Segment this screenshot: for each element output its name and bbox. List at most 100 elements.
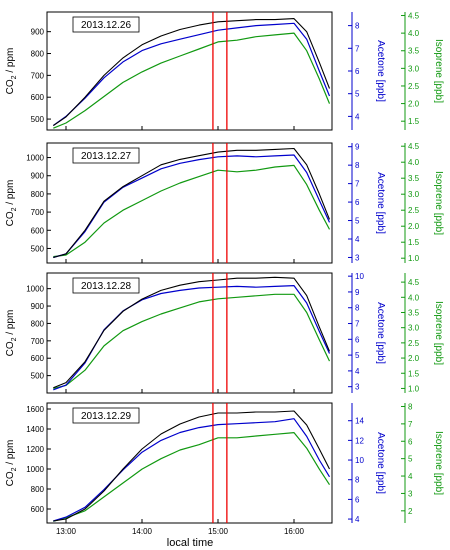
co2-tick-label: 1000 (26, 285, 44, 294)
isoprene-tick-label: 3.0 (408, 190, 420, 199)
isoprene-tick-label: 4.5 (408, 278, 420, 287)
acetone-tick-label: 6 (355, 495, 360, 504)
date-label: 2013.12.26 (81, 20, 131, 31)
date-label: 2013.12.29 (81, 411, 131, 422)
co2-tick-label: 600 (31, 226, 45, 235)
acetone-series-line (53, 154, 331, 259)
acetone-series-line (53, 285, 331, 391)
isoprene-tick-label: 1.5 (408, 117, 420, 126)
plot-frame (46, 142, 333, 264)
isoprene-tick-label: 3 (408, 489, 413, 498)
isoprene-axis-label: Isoprene [ppb] (433, 171, 444, 235)
co2-axis-label: CO2 / ppm (5, 310, 18, 357)
co2-tick-label: 1200 (26, 445, 44, 454)
co2-tick-label: 900 (31, 302, 45, 311)
isoprene-axis-label: Isoprene [ppb] (433, 301, 444, 365)
date-label: 2013.12.28 (81, 281, 131, 292)
isoprene-tick-label: 2.0 (408, 100, 420, 109)
isoprene-tick-label: 3.5 (408, 174, 420, 183)
co2-series-line (53, 276, 331, 389)
isoprene-series-line (53, 293, 331, 389)
isoprene-tick-label: 3.0 (408, 64, 420, 73)
acetone-tick-label: 4 (355, 515, 360, 524)
acetone-tick-label: 6 (355, 198, 360, 207)
acetone-series-line (53, 418, 331, 522)
co2-tick-label: 700 (31, 71, 45, 80)
plot-frame (46, 402, 333, 524)
acetone-axis-label: Acetone [ppb] (375, 432, 386, 494)
isoprene-tick-label: 1.5 (408, 369, 420, 378)
acetone-axis-label: Acetone [ppb] (375, 302, 386, 364)
isoprene-tick-label: 2 (408, 507, 413, 516)
co2-series-line (53, 147, 331, 259)
acetone-series-line (52, 22, 331, 126)
co2-series-line (53, 410, 330, 522)
co2-tick-label: 600 (31, 93, 45, 102)
isoprene-tick-label: 2.5 (408, 206, 420, 215)
panel-2013.12.29: 600 800 1000 1200 1400 1600 CO2 / ppm 4 6 8 10 12 14… (5, 402, 444, 536)
acetone-tick-label: 10 (355, 272, 364, 281)
date-label-box (72, 277, 140, 294)
acetone-tick-label: 6 (355, 335, 360, 344)
x-tick-label: 13:00 (56, 527, 77, 536)
isoprene-tick-label: 2.0 (408, 354, 420, 363)
acetone-axis-label: Acetone [ppb] (375, 172, 386, 234)
co2-tick-label: 800 (31, 485, 45, 494)
acetone-tick-label: 7 (355, 320, 360, 329)
isoprene-tick-label: 3.5 (408, 47, 420, 56)
co2-axis-label: CO2 / ppm (5, 180, 18, 227)
acetone-tick-label: 14 (355, 417, 364, 426)
co2-tick-label: 500 (31, 244, 45, 253)
acetone-tick-label: 7 (355, 180, 360, 189)
acetone-tick-label: 5 (355, 351, 360, 360)
isoprene-tick-label: 2.5 (408, 339, 420, 348)
acetone-tick-label: 10 (355, 456, 364, 465)
isoprene-tick-label: 1.0 (408, 384, 420, 393)
co2-tick-label: 800 (31, 190, 45, 199)
co2-tick-label: 800 (31, 319, 45, 328)
isoprene-tick-label: 4.0 (408, 293, 420, 302)
isoprene-series-line (53, 32, 331, 129)
isoprene-tick-label: 5 (408, 455, 413, 464)
isoprene-tick-label: 4.5 (408, 12, 420, 21)
co2-axis-label: CO2 / ppm (5, 440, 18, 487)
isoprene-axis-label: Isoprene [ppb] (433, 39, 444, 103)
x-tick-label: 16:00 (284, 527, 305, 536)
panel-2013.12.28: 500 600 700 800 900 1000 CO2 / ppm 3 4 5 6 7 8 9 10 Ace… (5, 272, 444, 394)
panel-2013.12.26: 500 600 700 800 900 CO2 / ppm 4 5 6 7 8 Acetone [pp… (5, 11, 444, 131)
date-label: 2013.12.27 (81, 151, 131, 162)
date-label-box (72, 16, 140, 33)
co2-tick-label: 1000 (26, 465, 44, 474)
acetone-tick-label: 4 (355, 367, 360, 376)
x-tick-label: 14:00 (132, 527, 153, 536)
x-axis-label: local time (167, 537, 213, 549)
isoprene-tick-label: 3.0 (408, 324, 420, 333)
isoprene-tick-label: 4.5 (408, 142, 420, 151)
co2-tick-label: 1000 (26, 154, 44, 163)
acetone-tick-label: 6 (355, 67, 360, 76)
date-label-box (72, 147, 140, 164)
plot-frame (46, 11, 333, 131)
acetone-axis-label: Acetone [ppb] (375, 40, 386, 102)
acetone-tick-label: 8 (355, 161, 360, 170)
isoprene-tick-label: 2.0 (408, 222, 420, 231)
co2-tick-label: 600 (31, 505, 45, 514)
isoprene-tick-label: 6 (408, 437, 413, 446)
date-label-box (72, 407, 140, 424)
co2-tick-label: 500 (31, 115, 45, 124)
co2-tick-label: 800 (31, 50, 45, 59)
co2-tick-label: 500 (31, 372, 45, 381)
acetone-tick-label: 8 (355, 304, 360, 313)
acetone-tick-label: 4 (355, 112, 360, 121)
plot-frame (46, 272, 333, 394)
co2-tick-label: 700 (31, 208, 45, 217)
isoprene-tick-label: 1.0 (408, 254, 420, 263)
isoprene-axis-label: Isoprene [ppb] (433, 431, 444, 495)
acetone-tick-label: 4 (355, 235, 360, 244)
isoprene-tick-label: 4 (408, 472, 413, 481)
acetone-tick-label: 5 (355, 90, 360, 99)
co2-tick-label: 1400 (26, 425, 44, 434)
co2-tick-label: 900 (31, 28, 45, 37)
co2-tick-label: 1600 (26, 405, 44, 414)
